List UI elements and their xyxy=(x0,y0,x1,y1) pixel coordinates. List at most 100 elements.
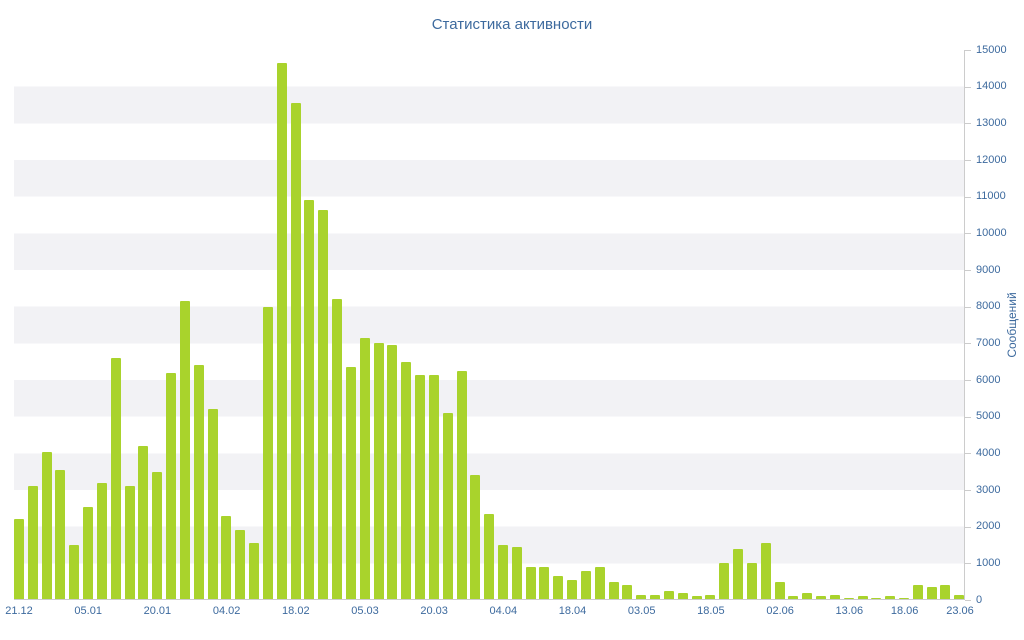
y-tick-label: 1000 xyxy=(976,556,1001,569)
y-tick-label: 3000 xyxy=(976,483,1001,496)
bar xyxy=(829,594,840,600)
bar xyxy=(677,592,688,600)
bar xyxy=(733,548,744,600)
bar xyxy=(415,374,426,600)
bar xyxy=(594,567,605,600)
bar xyxy=(608,581,619,600)
y-tick-label: 6000 xyxy=(976,373,1001,386)
bar xyxy=(14,519,24,600)
bar xyxy=(401,361,412,600)
bar xyxy=(705,594,716,600)
bar xyxy=(262,306,273,600)
bar xyxy=(553,576,564,600)
x-tick-label: 04.02 xyxy=(212,605,241,617)
y-tick-mark xyxy=(965,416,971,418)
x-tick-label: 20.01 xyxy=(143,605,172,617)
bar xyxy=(124,486,135,600)
y-axis-line xyxy=(964,50,965,600)
bar xyxy=(276,62,287,600)
bar xyxy=(27,486,38,600)
bar xyxy=(912,585,923,600)
bar xyxy=(774,581,785,600)
bar xyxy=(193,365,204,600)
bar xyxy=(442,413,453,600)
x-tick-label: 18.04 xyxy=(558,605,587,617)
bar xyxy=(166,372,177,600)
bar xyxy=(816,596,827,600)
bar xyxy=(525,567,536,600)
bar xyxy=(802,592,813,600)
x-tick-label: 20.03 xyxy=(420,605,448,617)
bar xyxy=(636,594,647,600)
bar xyxy=(580,570,591,600)
x-tick-label: 13.06 xyxy=(835,605,864,617)
bar xyxy=(235,530,246,600)
y-tick-mark xyxy=(965,270,971,271)
x-tick-label: 18.06 xyxy=(890,605,919,617)
bar xyxy=(691,596,702,600)
x-tick-label: 02.06 xyxy=(766,605,794,617)
bar xyxy=(539,567,550,600)
y-tick-label: 11000 xyxy=(976,190,1006,203)
bar xyxy=(290,103,301,600)
x-tick-label: 18.02 xyxy=(282,605,310,617)
x-axis-line xyxy=(14,599,965,600)
bar xyxy=(41,451,52,600)
bar xyxy=(760,543,771,600)
bar xyxy=(373,343,384,600)
x-tick-label: 05.01 xyxy=(74,605,102,617)
bar xyxy=(221,515,232,600)
y-tick-mark xyxy=(965,196,971,198)
y-tick-mark xyxy=(965,123,971,125)
bar xyxy=(663,590,674,600)
y-tick-mark xyxy=(965,50,971,51)
y-tick-mark xyxy=(965,380,971,381)
x-tick-label: 18.05 xyxy=(697,605,725,617)
y-tick-mark xyxy=(965,343,971,345)
y-tick-label: 2000 xyxy=(976,520,1001,533)
y-tick-mark xyxy=(965,563,971,565)
bar xyxy=(788,596,799,600)
y-tick-label: 14000 xyxy=(976,80,1007,93)
bar xyxy=(110,358,121,600)
y-tick-mark xyxy=(965,160,971,161)
chart-title: Статистика активности xyxy=(431,16,593,33)
bar xyxy=(719,563,730,600)
bar xyxy=(885,596,896,600)
y-tick-mark xyxy=(965,490,971,491)
y-tick-label: 8000 xyxy=(976,300,1001,313)
bar xyxy=(497,545,508,600)
y-tick-label: 4000 xyxy=(976,446,1001,459)
bar xyxy=(83,506,94,600)
bar xyxy=(345,367,356,600)
y-tick-label: 13000 xyxy=(976,116,1007,129)
y-tick-mark xyxy=(965,86,971,88)
x-tick-label: 21.12 xyxy=(5,605,33,617)
bar xyxy=(96,482,107,600)
bar xyxy=(152,471,163,600)
bar xyxy=(954,594,965,600)
y-axis-title: Сообщений xyxy=(1005,292,1019,358)
y-tick-label: 0 xyxy=(976,593,983,606)
y-tick-mark xyxy=(965,306,971,308)
bar xyxy=(55,469,66,600)
bar xyxy=(359,337,370,600)
bar xyxy=(470,475,481,600)
bar xyxy=(511,546,522,600)
bar xyxy=(138,446,149,600)
bar xyxy=(926,587,937,600)
y-tick-mark xyxy=(965,453,971,455)
x-tick-label: 23.06 xyxy=(946,605,974,617)
y-tick-label: 9000 xyxy=(976,263,1001,276)
y-tick-mark xyxy=(965,600,971,601)
x-tick-label: 04.04 xyxy=(489,605,518,617)
y-tick-mark xyxy=(965,526,971,528)
bar xyxy=(179,301,190,600)
bars-layer xyxy=(14,50,965,600)
bar xyxy=(622,585,633,600)
bar xyxy=(318,209,329,600)
plot-area: 0 1000 2000 3000 4000 5000 6000 7000 8000 9000 100… xyxy=(5,44,1006,617)
x-tick-label: 03.05 xyxy=(627,605,656,617)
y-tick-label: 5000 xyxy=(976,410,1001,423)
bar xyxy=(484,513,495,600)
